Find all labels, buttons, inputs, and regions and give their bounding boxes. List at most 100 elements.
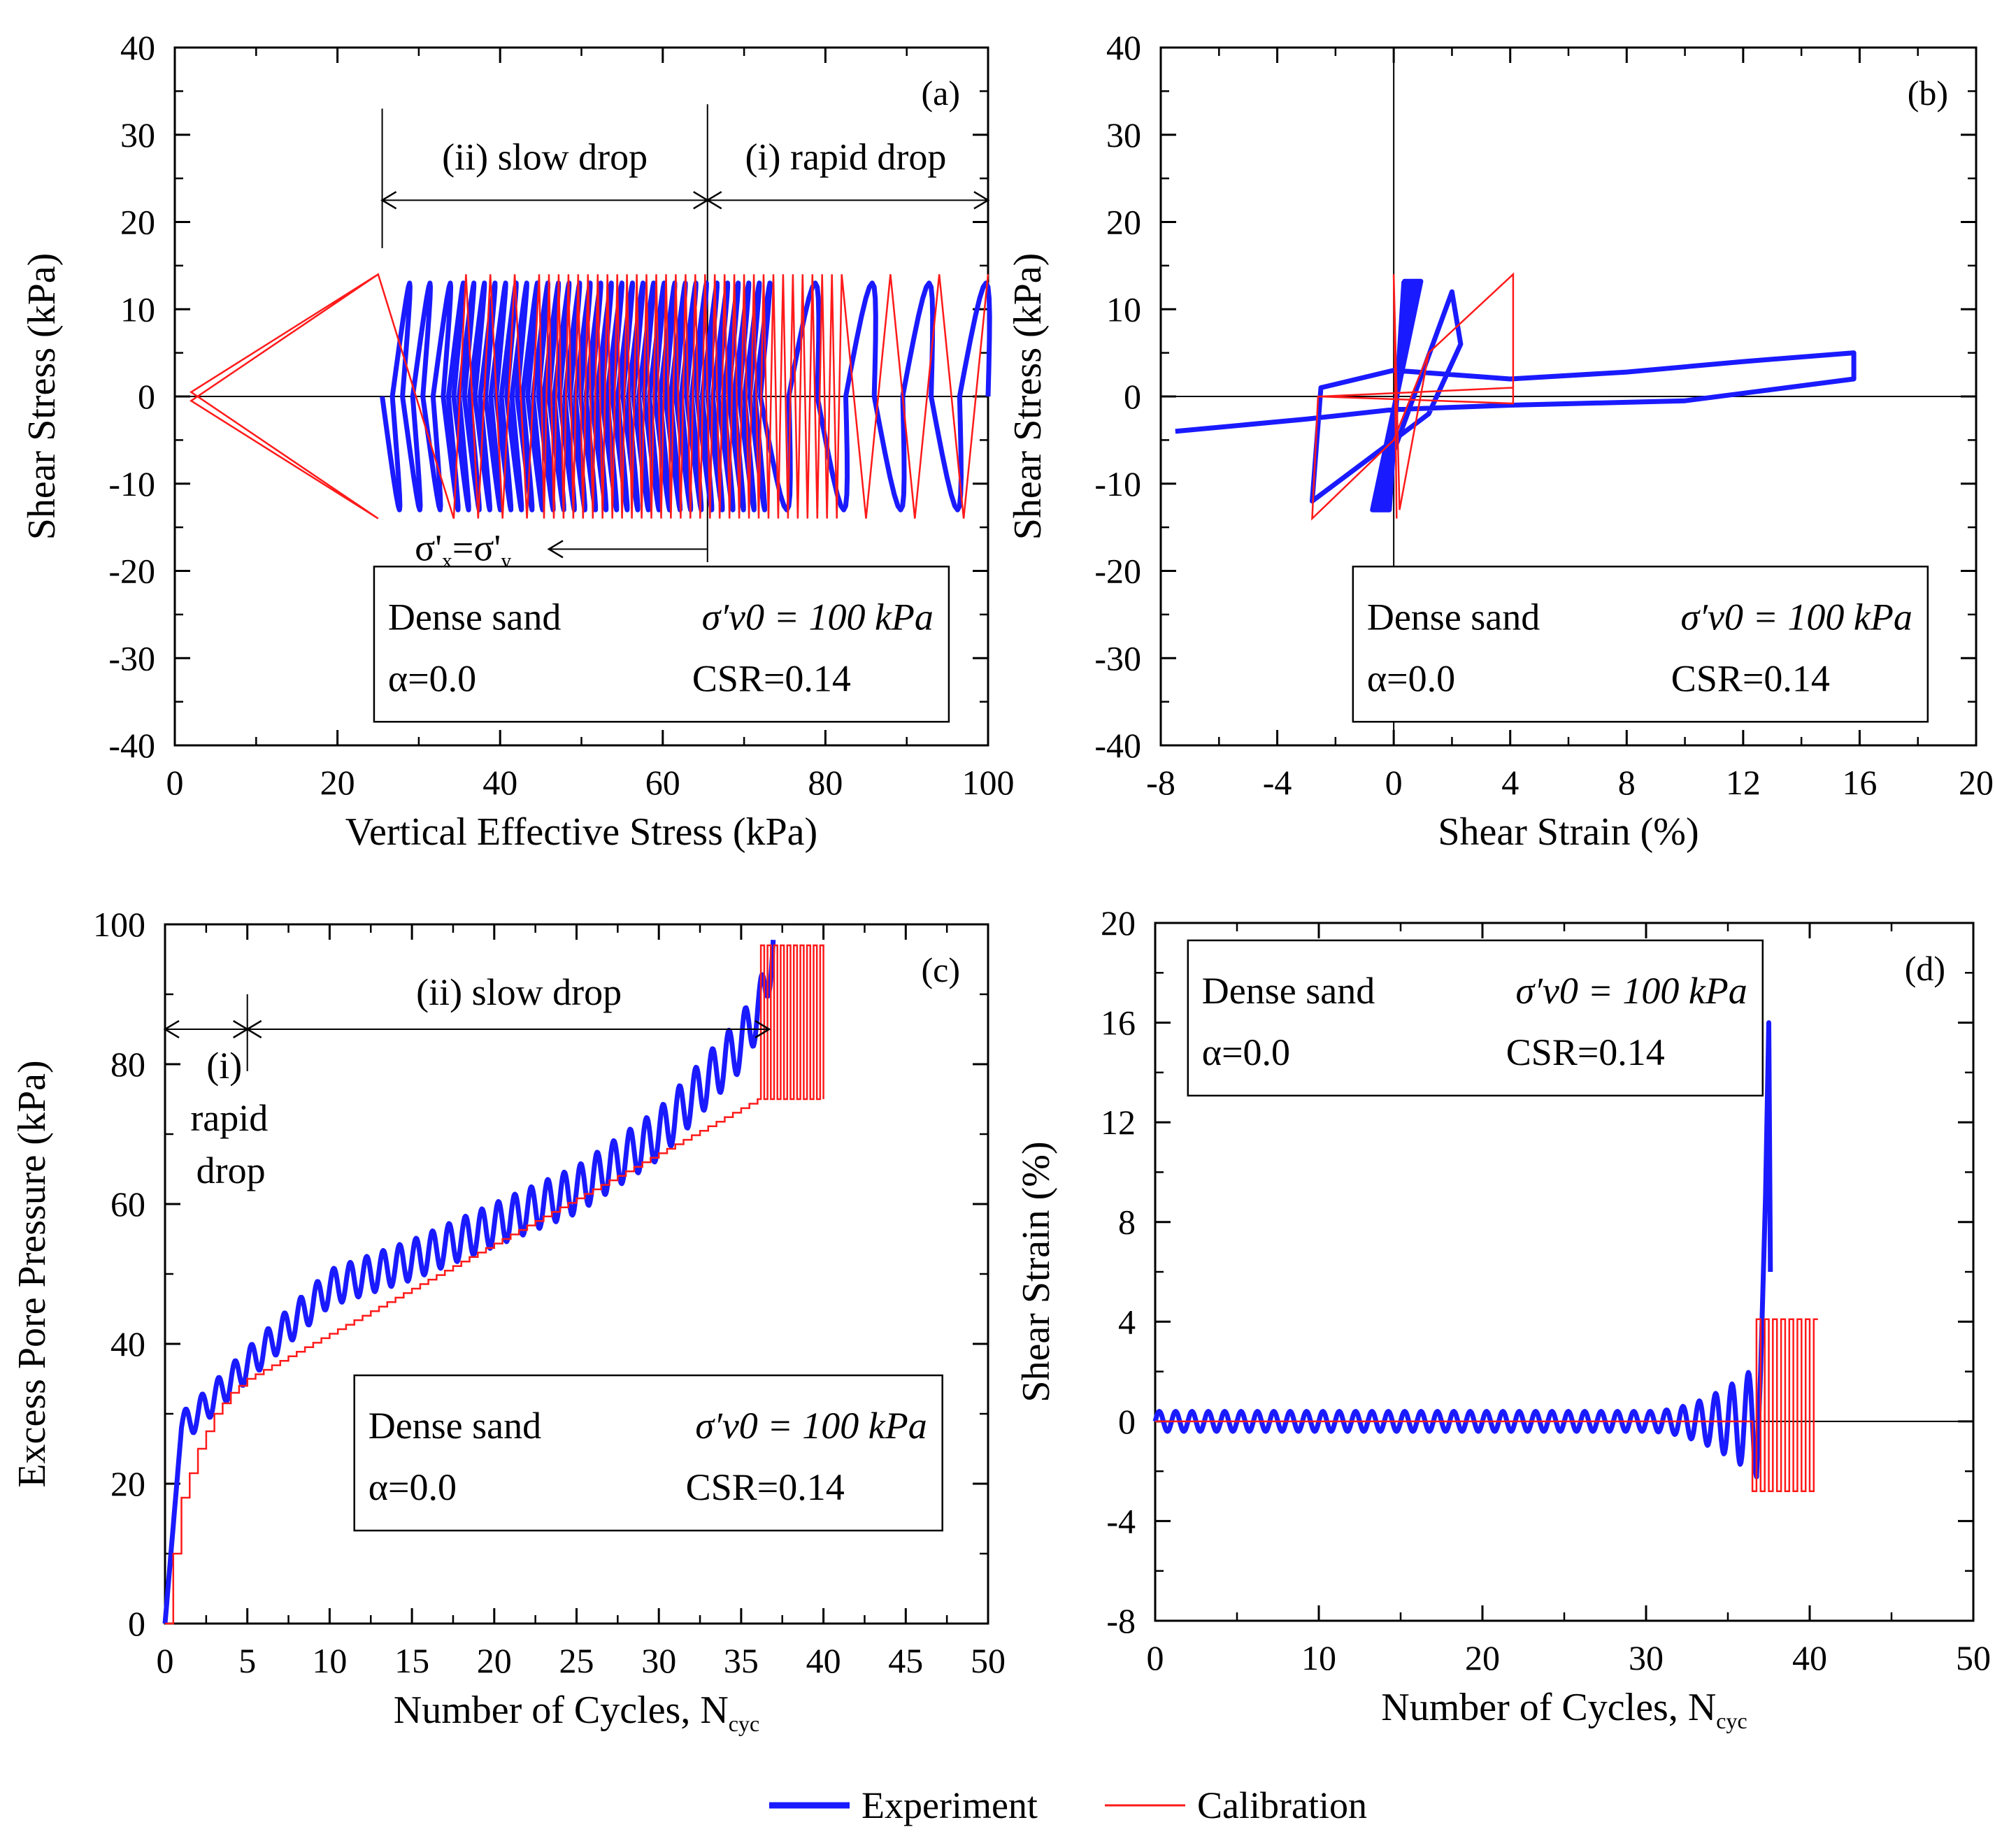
legend-calibration-label: Calibration (1197, 1784, 1367, 1826)
a-rapid-drop-label: (i) rapid drop (745, 136, 947, 178)
c-xtick-label: 25 (559, 1641, 594, 1680)
c-xtick-label: 5 (238, 1641, 256, 1680)
a-experiment-line (380, 280, 992, 513)
c-calibration-line (165, 944, 824, 1625)
a-arrowhead (547, 540, 564, 559)
a-xtick-label: 0 (166, 763, 184, 802)
d-ytick-label: 8 (1118, 1203, 1136, 1242)
a-equals: =σ' (452, 527, 501, 568)
d-xlabel-sub: cyc (1716, 1708, 1747, 1733)
d-ylabel: Shear Strain (%) (1015, 1141, 1058, 1402)
a-ylabel: Shear Stress (kPa) (20, 253, 64, 540)
c-xtick-label: 10 (312, 1641, 347, 1680)
a-ytick-label: -30 (108, 638, 155, 678)
d-info-stress: σ′v0 = 100 kPa (1515, 970, 1747, 1012)
a-arrowhead (973, 191, 990, 210)
a-ytick-label: 40 (120, 28, 155, 67)
c-xtick-label: 20 (477, 1641, 512, 1680)
d-panel-label: (d) (1905, 949, 1945, 988)
b-ytick-label: -10 (1094, 464, 1141, 503)
c-xtick-label: 45 (888, 1641, 923, 1680)
a-xtick-label: 100 (962, 763, 1015, 802)
b-calibration-line (1311, 272, 1515, 521)
b-ytick-label: -30 (1094, 638, 1141, 678)
b-ytick-label: -20 (1094, 552, 1141, 591)
c-info-csr: CSR=0.14 (686, 1466, 845, 1508)
c-xtick-label: 50 (971, 1641, 1006, 1680)
a-xtick-label: 60 (645, 763, 680, 802)
c-experiment-line (162, 940, 776, 1624)
a-sigma-x: σ' (415, 527, 442, 568)
a-ytick-label: -40 (108, 726, 155, 765)
d-ytick-label: 20 (1101, 903, 1136, 943)
b-panel-label: (b) (1908, 73, 1948, 113)
c-xtick-label: 40 (806, 1641, 841, 1680)
b-xtick-label: 4 (1501, 763, 1519, 802)
c-panel-label: (c) (922, 950, 961, 989)
b-xlabel: Shear Strain (%) (1438, 810, 1699, 854)
b-xtick-label: 8 (1618, 763, 1636, 802)
a-ytick-label: 10 (120, 289, 155, 329)
d-xtick-label: 0 (1147, 1638, 1164, 1677)
b-ylabel: Shear Stress (kPa) (1006, 253, 1050, 540)
c-ylabel: Excess Pore Pressure (kPa) (10, 1060, 54, 1487)
a-info-alpha: α=0.0 (388, 657, 476, 699)
d-xtick-label: 50 (1956, 1638, 1991, 1677)
d-ytick-label: 12 (1101, 1103, 1136, 1142)
d-ytick-label: 4 (1118, 1302, 1136, 1341)
b-experiment-line (1175, 278, 1857, 513)
d-info-csr: CSR=0.14 (1506, 1031, 1665, 1073)
c-xtick-label: 15 (394, 1641, 429, 1680)
b-ytick-label: 0 (1124, 377, 1141, 416)
c-info-alpha: α=0.0 (369, 1466, 457, 1508)
c-arrowhead (755, 1019, 771, 1039)
c-ytick-label: 0 (128, 1604, 145, 1643)
a-info-csr: CSR=0.14 (692, 657, 851, 699)
a-slow-drop-label: (ii) slow drop (442, 136, 648, 178)
c-ytick-label: 20 (110, 1464, 145, 1503)
legend: Experiment Calibration (769, 1784, 1367, 1826)
a-xtick-label: 80 (808, 763, 843, 802)
a-info-stress: σ′v0 = 100 kPa (702, 596, 934, 638)
a-ytick-label: 20 (120, 203, 155, 242)
d-info-box (1187, 939, 1764, 1097)
a-ytick-label: 0 (138, 377, 155, 416)
a-xtick-label: 40 (482, 763, 517, 802)
a-arrowhead (706, 191, 722, 210)
panel-a-chart: 0 20 40 60 80 100403020100-10-20-30-40Vertica… (20, 28, 1015, 854)
b-xtick-label: 16 (1842, 763, 1877, 802)
d-xlabel: Number of Cycles, Ncyc (1381, 1686, 1747, 1733)
b-info-box (1352, 566, 1929, 723)
c-ytick-label: 100 (93, 905, 145, 944)
c-arrowhead (245, 1019, 262, 1039)
c-rapid-line2: drop (196, 1149, 266, 1191)
d-ytick-label: 0 (1118, 1402, 1136, 1441)
legend-experiment-label: Experiment (861, 1784, 1038, 1826)
b-info-soil: Dense sand (1367, 596, 1540, 638)
a-ytick-label: -20 (108, 552, 155, 591)
a-ytick-label: -10 (108, 464, 155, 503)
d-xtick-label: 10 (1301, 1638, 1336, 1677)
b-xtick-label: -4 (1263, 763, 1292, 802)
d-info-soil: Dense sand (1202, 970, 1375, 1012)
panel-b-chart: -8 -4 0 4 8 12 16 20403020100-10-20-30-40Shear … (1006, 28, 1994, 854)
c-xtick-label: 0 (157, 1641, 174, 1680)
d-xtick-label: 40 (1792, 1638, 1827, 1677)
d-experiment-line (1152, 1020, 1773, 1480)
c-xtick-label: 30 (641, 1641, 676, 1680)
b-ytick-label: -40 (1094, 726, 1141, 765)
c-xlabel-sub: cyc (729, 1711, 759, 1736)
a-xlabel: Vertical Effective Stress (kPa) (345, 810, 817, 854)
c-rapid-line1: rapid (190, 1097, 268, 1139)
b-ytick-label: 20 (1106, 203, 1141, 242)
a-xtick-label: 20 (320, 763, 355, 802)
c-ytick-label: 80 (110, 1045, 145, 1084)
b-ytick-label: 10 (1106, 289, 1141, 329)
c-arrowhead (163, 1019, 180, 1039)
c-info-soil: Dense sand (369, 1405, 541, 1447)
d-ytick-label: -4 (1106, 1501, 1136, 1540)
c-xtick-label: 35 (724, 1641, 759, 1680)
b-xtick-label: -8 (1146, 763, 1175, 802)
b-info-alpha: α=0.0 (1367, 657, 1455, 699)
